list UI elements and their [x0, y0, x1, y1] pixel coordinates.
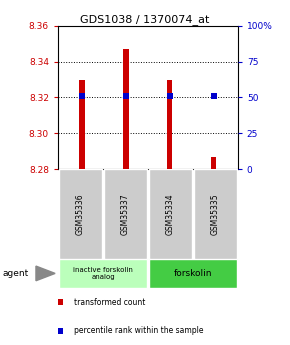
Polygon shape [36, 266, 55, 281]
Bar [149, 169, 192, 259]
Text: agent: agent [3, 269, 29, 278]
Text: percentile rank within the sample: percentile rank within the sample [74, 326, 204, 335]
Bar [59, 259, 147, 288]
Text: GSM35334: GSM35334 [166, 193, 175, 235]
Text: GSM35335: GSM35335 [211, 193, 220, 235]
Text: GSM35337: GSM35337 [121, 193, 130, 235]
Bar [104, 169, 147, 259]
Text: transformed count: transformed count [74, 298, 146, 307]
Text: GDS1038 / 1370074_at: GDS1038 / 1370074_at [80, 14, 210, 25]
Text: GSM35336: GSM35336 [76, 193, 85, 235]
Bar [149, 259, 237, 288]
Bar [194, 169, 237, 259]
Bar [79, 80, 85, 169]
Text: inactive forskolin
analog: inactive forskolin analog [73, 267, 133, 280]
Bar [123, 49, 128, 169]
Text: forskolin: forskolin [174, 269, 212, 278]
Bar [167, 80, 173, 169]
Bar [211, 157, 216, 169]
Bar [59, 169, 102, 259]
